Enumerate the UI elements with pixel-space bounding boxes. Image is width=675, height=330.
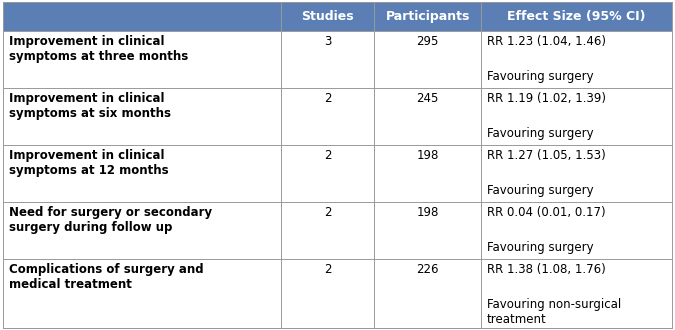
- Text: symptoms at 12 months: symptoms at 12 months: [9, 164, 168, 177]
- Text: Participants: Participants: [385, 10, 470, 23]
- Text: 3: 3: [324, 35, 331, 48]
- Text: symptoms at three months: symptoms at three months: [9, 50, 188, 63]
- Text: treatment: treatment: [487, 314, 546, 326]
- Text: 2: 2: [324, 92, 331, 105]
- Text: Improvement in clinical: Improvement in clinical: [9, 92, 164, 105]
- Bar: [3, 202, 672, 259]
- Bar: [3, 31, 672, 88]
- Text: 198: 198: [416, 206, 439, 219]
- Bar: [3, 145, 672, 202]
- Text: 245: 245: [416, 92, 439, 105]
- Text: 226: 226: [416, 263, 439, 276]
- Text: RR 1.27 (1.05, 1.53): RR 1.27 (1.05, 1.53): [487, 149, 605, 162]
- Text: 2: 2: [324, 206, 331, 219]
- Bar: [3, 2, 672, 31]
- Text: Studies: Studies: [301, 10, 354, 23]
- Text: Need for surgery or secondary: Need for surgery or secondary: [9, 206, 212, 219]
- Text: Improvement in clinical: Improvement in clinical: [9, 35, 164, 48]
- Text: RR 1.23 (1.04, 1.46): RR 1.23 (1.04, 1.46): [487, 35, 605, 48]
- Text: 2: 2: [324, 149, 331, 162]
- Bar: [3, 88, 672, 145]
- Text: Effect Size (95% CI): Effect Size (95% CI): [507, 10, 646, 23]
- Text: 2: 2: [324, 263, 331, 276]
- Text: 295: 295: [416, 35, 439, 48]
- Bar: [3, 259, 672, 328]
- Text: Favouring surgery: Favouring surgery: [487, 127, 593, 140]
- Text: Improvement in clinical: Improvement in clinical: [9, 149, 164, 162]
- Text: Complications of surgery and: Complications of surgery and: [9, 263, 203, 276]
- Text: surgery during follow up: surgery during follow up: [9, 221, 172, 234]
- Text: Favouring surgery: Favouring surgery: [487, 70, 593, 83]
- Text: RR 0.04 (0.01, 0.17): RR 0.04 (0.01, 0.17): [487, 206, 605, 219]
- Text: Favouring surgery: Favouring surgery: [487, 241, 593, 254]
- Text: Favouring surgery: Favouring surgery: [487, 184, 593, 197]
- Text: RR 1.19 (1.02, 1.39): RR 1.19 (1.02, 1.39): [487, 92, 605, 105]
- Text: medical treatment: medical treatment: [9, 278, 132, 291]
- Text: Favouring non-surgical: Favouring non-surgical: [487, 298, 621, 311]
- Text: symptoms at six months: symptoms at six months: [9, 107, 171, 120]
- Text: RR 1.38 (1.08, 1.76): RR 1.38 (1.08, 1.76): [487, 263, 605, 276]
- Text: 198: 198: [416, 149, 439, 162]
